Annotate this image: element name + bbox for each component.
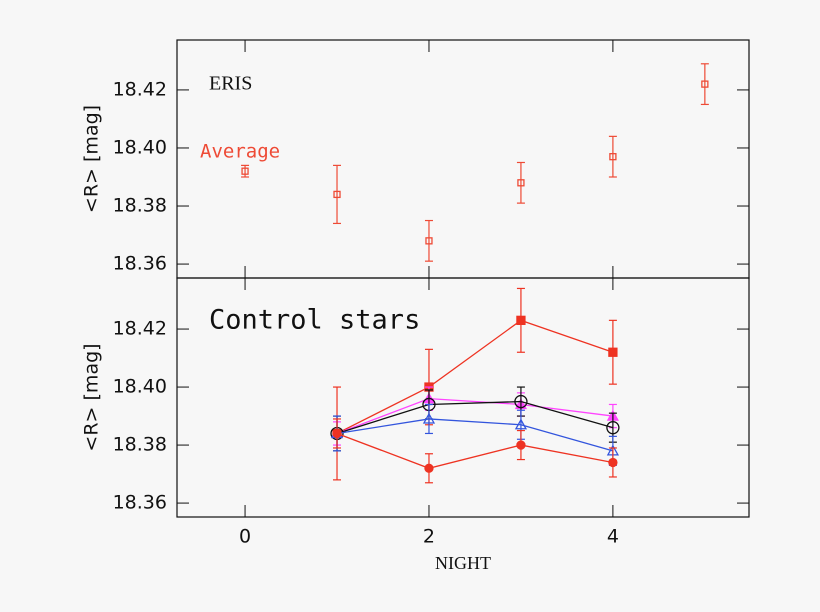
marker	[609, 153, 617, 161]
series-line	[336, 400, 614, 435]
marker	[516, 440, 526, 450]
x-axis-label: NIGHT	[435, 553, 491, 573]
marker	[332, 428, 342, 439]
series-line	[336, 418, 614, 452]
series-line	[336, 398, 613, 435]
marker	[517, 179, 525, 187]
y-tick-label: 18.38	[113, 195, 167, 217]
legend-entry: Average	[200, 141, 280, 163]
x-tick-label: 0	[239, 526, 251, 548]
marker	[333, 190, 341, 199]
y-tick-label: 18.42	[113, 78, 167, 100]
marker	[422, 412, 436, 424]
marker	[425, 237, 433, 245]
marker	[424, 463, 434, 473]
y-tick-label: 18.40	[113, 376, 167, 398]
annotation: ERIS	[209, 73, 252, 95]
series-line	[336, 432, 614, 469]
x-tick-label: 2	[423, 526, 435, 548]
marker	[608, 457, 618, 468]
marker	[701, 80, 709, 88]
marker	[514, 394, 528, 409]
x-tick-label: 4	[607, 526, 619, 548]
y-tick-label: 18.36	[113, 253, 167, 275]
y-tick-label: 18.40	[113, 136, 167, 158]
y-tick-label: 18.36	[113, 492, 167, 514]
series-line	[336, 319, 614, 435]
y-axis-label: <R> [mag]	[81, 343, 103, 451]
marker	[608, 347, 618, 357]
y-tick-label: 18.38	[113, 434, 167, 456]
marker	[241, 167, 249, 175]
y-axis-label: <R> [mag]	[81, 105, 103, 213]
plot-frame	[176, 277, 750, 518]
marker	[514, 418, 528, 430]
y-tick-label: 18.42	[113, 318, 167, 340]
marker	[606, 421, 620, 435]
annotation: Control stars	[209, 305, 420, 336]
marker	[516, 315, 526, 325]
